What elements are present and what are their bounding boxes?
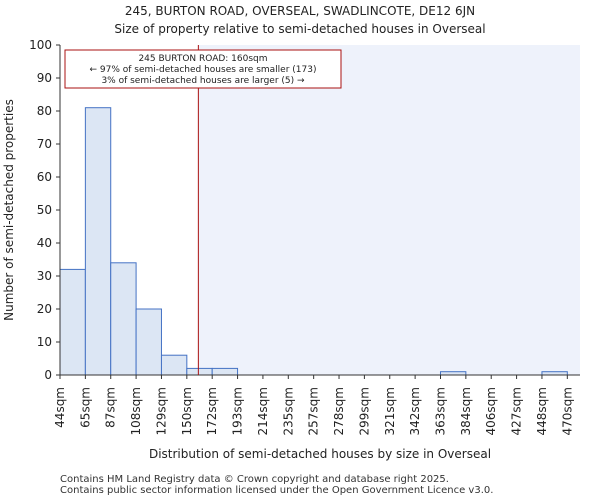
chart-title-line1: 245, BURTON ROAD, OVERSEAL, SWADLINCOTE,…	[125, 4, 475, 18]
x-tick-label: 44sqm	[53, 387, 67, 428]
bar	[110, 262, 137, 376]
bar	[211, 367, 239, 376]
bar	[59, 268, 86, 376]
x-tick-label: 129sqm	[154, 387, 168, 435]
chart-title-line2: Size of property relative to semi-detach…	[114, 22, 485, 36]
bar	[84, 107, 112, 376]
bar	[160, 354, 188, 376]
x-tick-label: 65sqm	[78, 387, 92, 428]
y-axis-label: Number of semi-detached properties	[2, 99, 16, 321]
x-tick-label: 257sqm	[307, 387, 321, 435]
x-tick-label: 342sqm	[408, 387, 422, 435]
x-tick-label: 214sqm	[256, 387, 270, 435]
y-tick-label: 20	[37, 302, 52, 316]
x-tick-label: 108sqm	[129, 387, 143, 435]
plot-area: 0 10 20 30 40 50 60 70 80 90 100 44sqm 65sqm 87sqm 108…	[29, 38, 581, 435]
x-tick-label: 278sqm	[332, 387, 346, 435]
y-tick-label: 30	[37, 269, 52, 283]
annotation-line-1: 245 BURTON ROAD: 160sqm	[138, 54, 267, 64]
y-tick-label: 50	[37, 203, 52, 217]
x-axis-label: Distribution of semi-detached houses by …	[149, 447, 491, 461]
y-tick-label: 100	[29, 38, 52, 52]
y-tick-label: 0	[44, 368, 52, 382]
x-tick-label: 427sqm	[510, 387, 524, 435]
x-tick-label: 384sqm	[459, 387, 473, 435]
annotation-line-2: ← 97% of semi-detached houses are smalle…	[90, 65, 317, 75]
x-tick-label: 448sqm	[535, 387, 549, 435]
x-tick-label: 235sqm	[281, 387, 295, 435]
x-tick-label: 299sqm	[357, 387, 371, 435]
bar	[186, 367, 213, 376]
y-tick-label: 90	[37, 71, 52, 85]
y-tick-label: 40	[37, 236, 52, 250]
x-tick-label: 406sqm	[484, 387, 498, 435]
x-tick-label: 470sqm	[560, 387, 574, 435]
x-tick-label: 172sqm	[205, 387, 219, 435]
y-tick-label: 80	[37, 104, 52, 118]
x-tick-label: 87sqm	[104, 387, 118, 428]
x-tick-label: 193sqm	[231, 387, 245, 435]
y-tick-label: 10	[37, 335, 52, 349]
x-tick-label: 363sqm	[433, 387, 447, 435]
x-tick-label: 150sqm	[180, 387, 194, 435]
footer-line1: Contains HM Land Registry data © Crown c…	[60, 474, 449, 485]
y-tick-label: 60	[37, 170, 52, 184]
highlight-region	[198, 45, 581, 375]
annotation-line-3: 3% of semi-detached houses are larger (5…	[101, 76, 305, 86]
annotation-box	[64, 49, 342, 89]
x-tick-label: 321sqm	[383, 387, 397, 435]
y-tick-label: 70	[37, 137, 52, 151]
bar	[135, 308, 162, 376]
footer-line2: Contains public sector information licen…	[60, 485, 494, 496]
